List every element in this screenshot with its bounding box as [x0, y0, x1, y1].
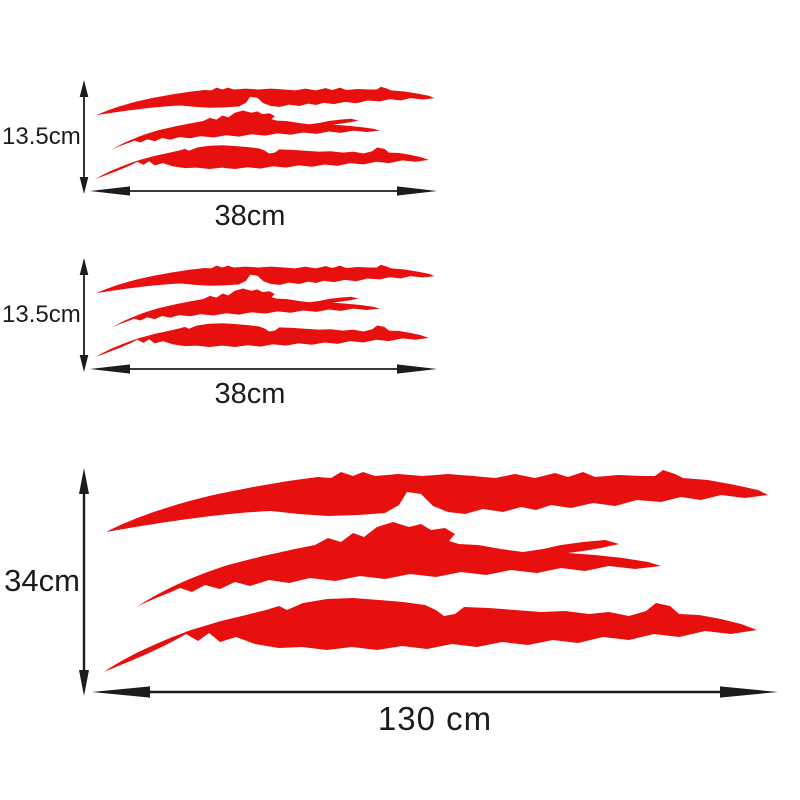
claw-scratch-graphic: [95, 86, 435, 180]
height-dimension-arrow: [79, 258, 89, 372]
width-dimension-arrow: [90, 364, 437, 374]
claw-scratch-graphic: [104, 470, 768, 672]
claw-scratch-graphic: [95, 264, 435, 358]
width-dimension-arrow: [92, 686, 778, 698]
arrow-down-icon: [79, 355, 89, 372]
width-dimension-label: 38cm: [214, 378, 286, 410]
arrow-up-icon: [79, 258, 89, 275]
arrow-right-icon: [397, 186, 437, 196]
width-dimension-label: 130 cm: [377, 700, 493, 737]
arrow-left-icon: [92, 686, 150, 698]
width-dimension-arrow: [90, 186, 437, 196]
height-dimension-arrow: [79, 80, 89, 194]
height-dimension-label: 13.5cm: [2, 123, 81, 150]
arrow-down-icon: [79, 670, 89, 696]
arrow-left-icon: [90, 364, 130, 374]
height-dimension-arrow: [79, 468, 89, 696]
arrow-down-icon: [79, 177, 89, 194]
arrow-right-icon: [397, 364, 437, 374]
arrow-left-icon: [90, 186, 130, 196]
width-dimension-label: 38cm: [214, 200, 286, 232]
height-dimension-label: 13.5cm: [2, 301, 81, 328]
arrow-right-icon: [720, 686, 778, 698]
arrow-up-icon: [79, 80, 89, 97]
arrow-up-icon: [79, 468, 89, 494]
height-dimension-label: 34cm: [4, 563, 80, 598]
